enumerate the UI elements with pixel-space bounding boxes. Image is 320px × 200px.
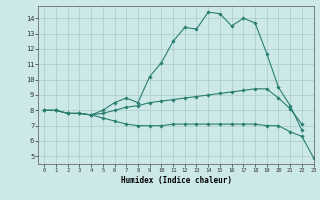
X-axis label: Humidex (Indice chaleur): Humidex (Indice chaleur) [121,176,231,185]
